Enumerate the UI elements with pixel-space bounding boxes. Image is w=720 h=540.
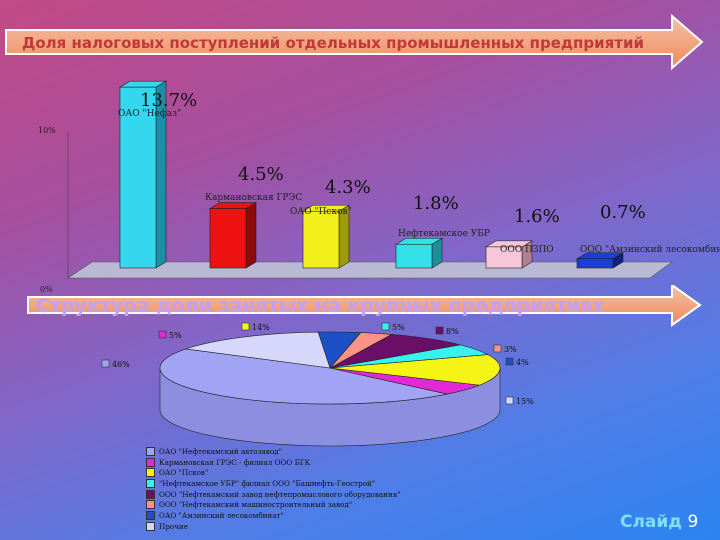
- bar-category-label: Кармановская ГРЭС: [205, 193, 302, 203]
- pie-label-swatch: [435, 326, 444, 335]
- bar-value-label: 4.5%: [238, 164, 284, 185]
- pie-label-swatch: [505, 396, 514, 405]
- slide-number-value: 9: [687, 512, 699, 532]
- bar-value-label: 4.3%: [325, 177, 371, 198]
- legend-label: "Нефтекамское УБР" филиал ООО "Башнефть-…: [159, 478, 376, 488]
- bar-value-label: 1.8%: [413, 193, 459, 214]
- pie-slice: [159, 348, 448, 405]
- slide-number: Слайд 9: [620, 512, 698, 532]
- bar: [302, 210, 340, 269]
- pie-label-swatch: [505, 357, 514, 366]
- pie-value-label: 14%: [252, 323, 270, 332]
- slide-label: Слайд: [620, 512, 683, 532]
- pie-value-label: 5%: [169, 331, 182, 340]
- legend-swatch: [146, 510, 155, 520]
- bar-category-label: ООО ПЗПО: [500, 245, 554, 255]
- slide-title-employment: Структура доли занятых на крупных предпр…: [36, 295, 605, 317]
- legend-swatch: [146, 468, 155, 478]
- legend-item: ООО "Нефтекамский машиностроительный зав…: [146, 499, 401, 510]
- legend-item: ОАО "Псков": [146, 467, 401, 478]
- bar-category-label: ОАО "Псков": [290, 207, 352, 217]
- legend-swatch: [146, 446, 155, 456]
- legend-item: ОАО "Нефтекамский автозавод": [146, 446, 401, 457]
- bar-value-label: 1.6%: [514, 206, 560, 227]
- legend-item: ООО "Нефтекамский завод нефтепромысловог…: [146, 489, 401, 500]
- bar-value-label: 0.7%: [600, 202, 646, 223]
- pie-label-swatch: [101, 359, 110, 368]
- arrow-banner-shape: [5, 14, 704, 70]
- bar: [209, 208, 247, 269]
- pie-label-swatch: [381, 322, 390, 331]
- bar-category-label: ООО "Амзинский лесокомбинат": [580, 244, 720, 255]
- legend-swatch: [146, 489, 155, 499]
- y-axis-top-label: 10%: [38, 126, 56, 135]
- legend-swatch: [146, 500, 155, 510]
- bar-chart: 10% 0% 13.7%ОАО "Нефаз" 4.5% Кармановская ГР…: [38, 80, 720, 294]
- legend-label: Прочие: [159, 521, 188, 531]
- bar: [485, 246, 523, 269]
- y-axis-bottom-label: 0%: [40, 285, 53, 294]
- title-banner: Доля налоговых поступлений отдельных про…: [0, 14, 704, 70]
- bar-category-label: Нефтекамское УБР: [398, 229, 490, 239]
- pie-legend: ОАО "Нефтекамский автозавод" Кармановская…: [146, 446, 401, 532]
- bar: [576, 258, 614, 269]
- subtitle-banner: Структура доли занятых на крупных предпр…: [0, 285, 704, 337]
- arrow-banner-shape: [27, 285, 702, 327]
- legend-swatch: [146, 457, 155, 467]
- legend-item: Кармановская ГРЭС - филиал ООО БГК: [146, 457, 401, 468]
- pie-value-label: 46%: [112, 360, 130, 369]
- bar-value-label: 13.7%: [140, 90, 197, 111]
- pie-value-label: 3%: [504, 345, 517, 354]
- pie-value-label: 8%: [446, 327, 459, 336]
- bar-category-label: ОАО "Нефаз": [118, 109, 181, 119]
- pie-label-swatch: [241, 322, 250, 331]
- legend-item: ОАО "Амзинский лесокомбинат": [146, 510, 401, 521]
- slide-title-taxes: Доля налоговых поступлений отдельных про…: [22, 34, 644, 52]
- legend-swatch: [146, 521, 155, 531]
- pie-value-label: 15%: [516, 397, 534, 406]
- legend-label: ООО "Нефтекамский завод нефтепромысловог…: [159, 489, 401, 499]
- pie-slice: [329, 354, 501, 386]
- legend-label: ОАО "Амзинский лесокомбинат": [159, 510, 284, 520]
- legend-item: Прочие: [146, 521, 401, 532]
- bar: [395, 243, 433, 269]
- legend-label: ОАО "Нефтекамский автозавод": [159, 446, 282, 456]
- legend-label: ООО "Нефтекамский машиностроительный зав…: [159, 500, 353, 510]
- legend-label: ОАО "Псков": [159, 468, 209, 478]
- legend-item: "Нефтекамское УБР" филиал ООО "Башнефть-…: [146, 478, 401, 489]
- pie-label-swatch: [493, 344, 502, 353]
- pie-slice: [185, 331, 331, 369]
- pie-value-label: 4%: [516, 358, 529, 367]
- legend-label: Кармановская ГРЭС - филиал ООО БГК: [159, 457, 311, 467]
- bar: [119, 86, 157, 269]
- legend-swatch: [146, 478, 155, 488]
- pie-label-swatch: [158, 330, 167, 339]
- pie-value-label: 5%: [392, 323, 405, 332]
